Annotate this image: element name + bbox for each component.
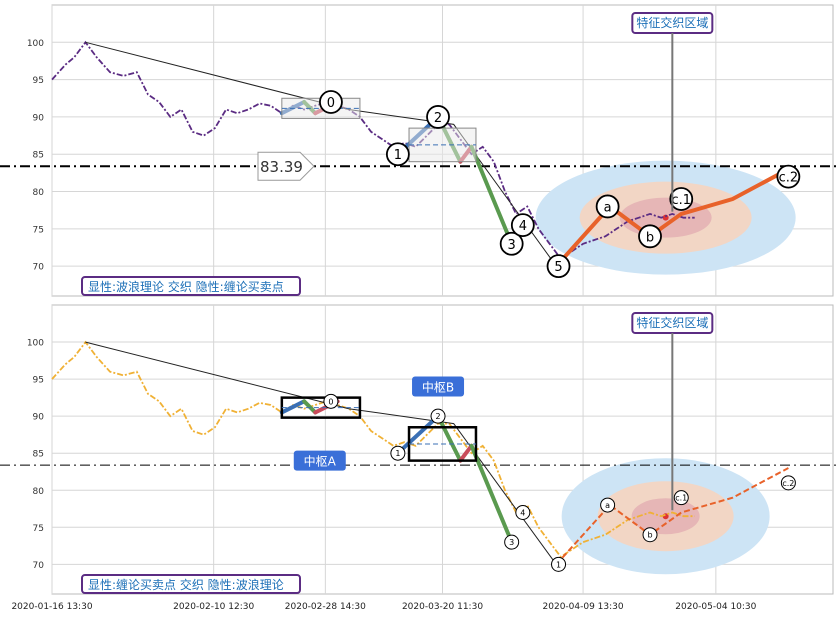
y-tick-label: 75 [33, 524, 44, 534]
price-line [51, 340, 695, 559]
wave-segment [302, 399, 318, 415]
y-tick-label: 100 [27, 39, 44, 49]
wave-label: b [647, 531, 652, 540]
y-tick-label: 85 [33, 450, 44, 460]
projection-line [554, 167, 790, 268]
wave-label-circle [504, 534, 520, 550]
wave-label: b [646, 230, 654, 245]
wave-label-circle [546, 254, 571, 279]
trend-segment-line [85, 341, 557, 565]
wave-label-circle [595, 194, 620, 219]
y-tick-label: 70 [33, 561, 45, 571]
y-tick-label: 100 [27, 339, 44, 349]
wave-label: c.2 [782, 479, 794, 488]
y-tick-label: 80 [33, 188, 45, 198]
zhongshu-a-label-box [293, 450, 346, 471]
panel-top: 70 75 80 85 90 95 100 0 1 2 34 5 a b c.1 c.2 特征交织区域显性:波浪… [0, 4, 839, 297]
x-tick-label: 2020-03-20 11:30 [402, 602, 483, 612]
wave-label: 1 [394, 148, 402, 163]
zhongshu-b-label: 中枢B [422, 380, 454, 395]
wave-label-circle [390, 445, 406, 461]
wave-label-circle [426, 105, 450, 129]
legend-text: 显性:波浪理论 交织 隐性:缠论买卖点 [88, 279, 284, 294]
y-tick-label: 80 [33, 487, 45, 497]
wave-label-circle [780, 475, 796, 491]
wave-segment [279, 399, 307, 415]
wave-segment [458, 443, 474, 463]
wave-label-circle [638, 224, 662, 249]
wave-label-circle [510, 213, 535, 238]
wave-label: 0 [328, 397, 333, 406]
y-tick-label: 90 [33, 113, 45, 123]
callout-text: 特征交织区域 [636, 15, 708, 30]
legend-text: 显性:缠论买卖点 交织 隐性:波浪理论 [88, 577, 284, 592]
wave-segment [395, 414, 441, 456]
wave-label: c.1 [671, 193, 691, 208]
wave-segment [469, 144, 514, 246]
wave-label-circle [385, 142, 410, 167]
x-tick-label: 2020-04-09 13:30 [543, 602, 624, 612]
wave-label: a [604, 200, 612, 215]
wave-label: 3 [509, 538, 514, 547]
y-tick-label: 70 [33, 263, 45, 273]
wave-label-circle [642, 527, 658, 543]
wave-label-circle [319, 90, 343, 114]
wave-label: 4 [519, 219, 527, 234]
wave-label: 4 [520, 508, 525, 517]
wave-label-circle [669, 187, 694, 211]
wave-label: 1 [395, 449, 400, 458]
wave-segment [469, 443, 514, 545]
x-tick-label: 2020-05-04 10:30 [675, 602, 756, 612]
wave-label: c.1 [675, 494, 687, 503]
x-tick-label: 2020-02-28 14:30 [285, 602, 366, 612]
x-tick-label: 2020-02-10 12:30 [173, 602, 254, 612]
callout-text: 特征交织区域 [636, 315, 708, 330]
y-tick-label: 95 [33, 76, 44, 86]
wave-label-circle [551, 556, 567, 572]
y-tick-label: 75 [33, 225, 44, 235]
y-tick-label: 95 [33, 376, 44, 386]
wave-label-circle [430, 408, 446, 424]
wave-label-circle [776, 164, 801, 189]
wave-label: a [605, 501, 610, 510]
wave-label: c.2 [779, 171, 799, 186]
y-tick-label: 90 [33, 413, 45, 423]
legend-box [81, 276, 301, 296]
trend-segment-line [85, 41, 557, 267]
wave-label: 5 [554, 260, 562, 275]
wave-label: 1 [556, 560, 561, 569]
wave-label: 2 [435, 412, 440, 421]
wave-label-circle [673, 490, 689, 506]
wave-segment [436, 414, 463, 463]
hline-label-box [257, 151, 315, 181]
price-line [51, 40, 695, 260]
hline-label: 83.39 [260, 158, 303, 176]
projection-line [555, 467, 789, 566]
wave-label: 3 [508, 238, 516, 253]
wave-label: 2 [434, 111, 442, 126]
wave-label-circle [323, 393, 339, 409]
zhongshu-a-label: 中枢A [304, 454, 337, 469]
wave-label-circle [515, 504, 531, 520]
x-tick-label: 2020-01-16 13:30 [11, 602, 92, 612]
legend-box [81, 574, 301, 594]
panel-bottom: 70 75 80 85 90 95 100 0 1 2 3 4 1 a b c.1 c.2 特征交织区域显性:缠论… [0, 304, 839, 612]
wave-label-circle [600, 497, 616, 513]
zhongshu-b-label-box [412, 376, 465, 397]
wave-label: 0 [327, 96, 335, 111]
y-tick-label: 85 [33, 151, 44, 161]
wave-label-circle [499, 231, 524, 256]
